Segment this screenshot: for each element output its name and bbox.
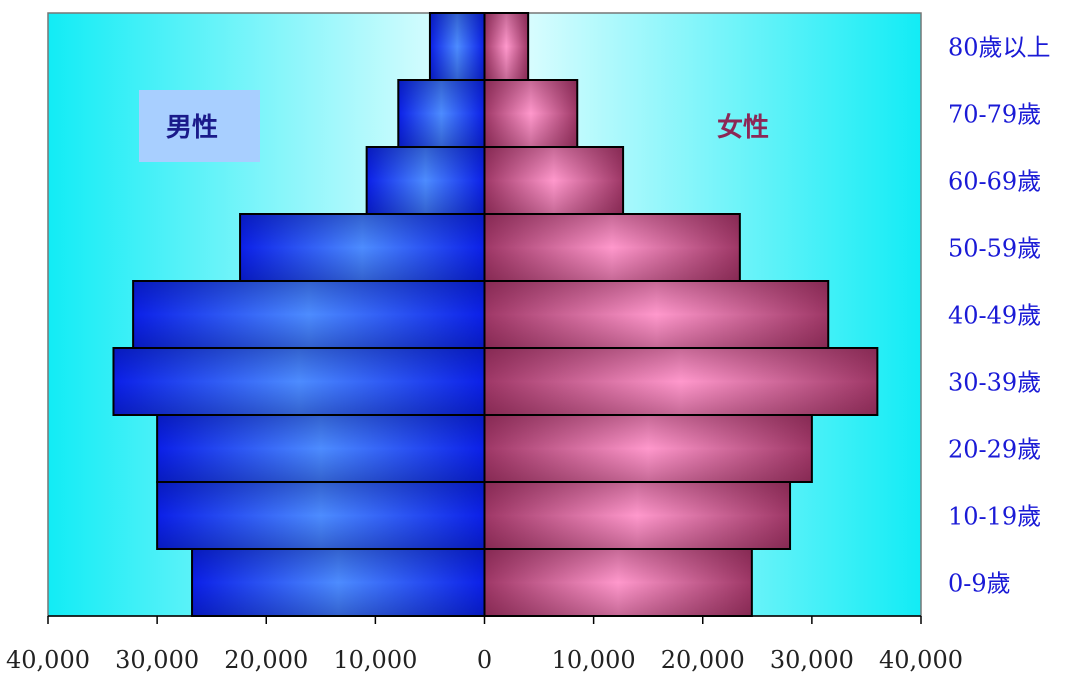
category-label-2: 20-29歲 bbox=[948, 436, 1041, 464]
x-tick-label-1: 30,000 bbox=[115, 646, 199, 674]
bar-male-4 bbox=[132, 280, 486, 349]
male-bars bbox=[112, 12, 486, 617]
bar-male-6 bbox=[365, 146, 486, 215]
bar-male-2 bbox=[156, 414, 486, 483]
bar-male-7 bbox=[397, 79, 486, 148]
category-label-0: 0-9歲 bbox=[948, 570, 1011, 598]
x-tick-label-7: 30,000 bbox=[770, 646, 854, 674]
category-labels: 0-9歲 10-19歲 20-29歲 30-39歲 40-49歲 50-59歲 60-69歲… bbox=[948, 34, 1051, 598]
x-tick-label-3: 10,000 bbox=[333, 646, 417, 674]
bar-female-3 bbox=[483, 347, 879, 416]
bar-male-1 bbox=[156, 481, 486, 550]
category-label-6: 60-69歲 bbox=[948, 168, 1041, 196]
bar-male-8 bbox=[428, 12, 486, 81]
bar-female-4 bbox=[483, 280, 830, 349]
category-label-1: 10-19歲 bbox=[948, 503, 1041, 531]
legend-female-label: 女性 bbox=[717, 112, 769, 143]
legend-male-label: 男性 bbox=[166, 113, 218, 143]
category-label-5: 50-59歲 bbox=[948, 235, 1041, 263]
female-bars bbox=[483, 12, 879, 617]
category-label-7: 70-79歲 bbox=[948, 101, 1041, 129]
bar-male-0 bbox=[191, 548, 486, 617]
bar-female-0 bbox=[483, 548, 753, 617]
bar-male-5 bbox=[239, 213, 486, 282]
legend-male-box bbox=[139, 90, 260, 162]
x-axis-tick-labels: 40,000 30,000 20,000 10,000 0 10,000 20,000 30,… bbox=[6, 646, 963, 674]
bar-male-3 bbox=[112, 347, 486, 416]
bar-female-8 bbox=[483, 12, 530, 81]
x-tick-label-2: 20,000 bbox=[224, 646, 308, 674]
bar-female-5 bbox=[483, 213, 741, 282]
x-axis-ticks bbox=[47, 616, 922, 624]
bar-female-2 bbox=[483, 414, 813, 483]
category-label-3: 30-39歲 bbox=[948, 369, 1041, 397]
bar-female-7 bbox=[483, 79, 579, 148]
x-tick-label-5: 10,000 bbox=[552, 646, 636, 674]
x-tick-label-4: 0 bbox=[477, 646, 492, 674]
category-label-8: 80歲以上 bbox=[948, 34, 1051, 62]
x-tick-label-6: 20,000 bbox=[661, 646, 745, 674]
bar-female-6 bbox=[483, 146, 625, 215]
category-label-4: 40-49歲 bbox=[948, 302, 1041, 330]
x-tick-label-0: 40,000 bbox=[6, 646, 90, 674]
bar-female-1 bbox=[483, 481, 792, 550]
x-tick-label-8: 40,000 bbox=[879, 646, 963, 674]
